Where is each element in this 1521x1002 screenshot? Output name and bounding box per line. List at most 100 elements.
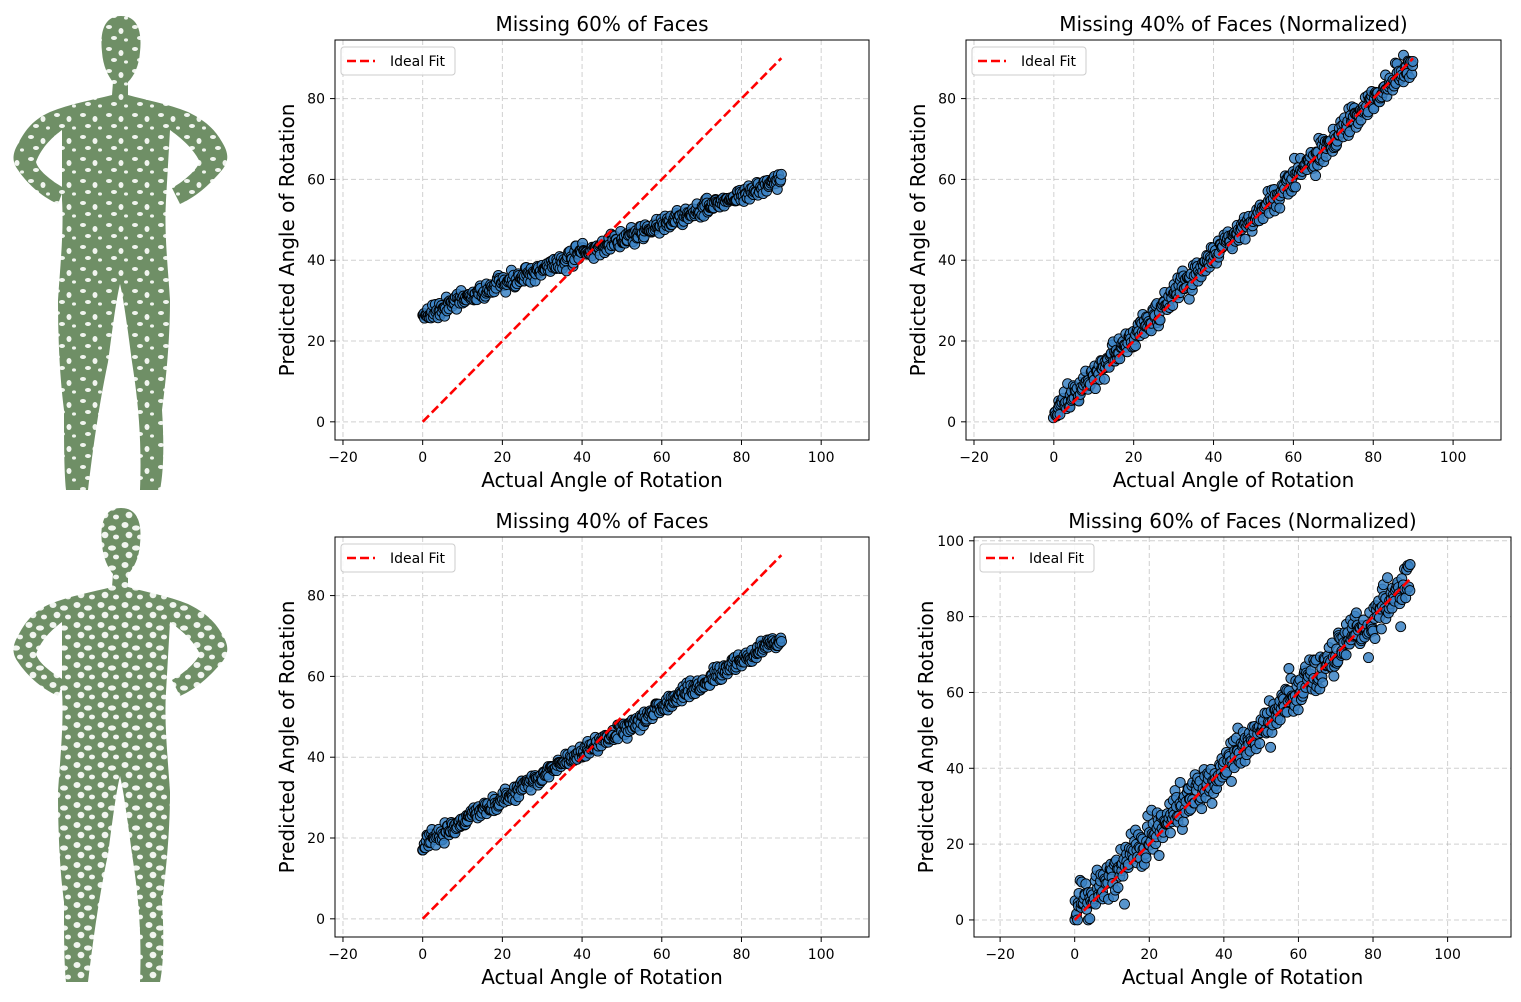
- x-tick-label: 0: [418, 947, 427, 963]
- scatter-point: [1206, 797, 1218, 809]
- chart-title: Missing 40% of Faces (Normalized): [1059, 12, 1407, 36]
- x-tick-label: −20: [328, 450, 358, 466]
- x-tick-label: 60: [653, 947, 671, 963]
- y-tick-label: 80: [307, 589, 325, 605]
- ideal-fit-line: [421, 57, 783, 423]
- scatter-point: [1292, 704, 1304, 716]
- scatter-point: [1363, 652, 1374, 664]
- y-tick-label: 20: [307, 334, 325, 350]
- y-tick-label: 40: [938, 253, 956, 269]
- scatter-point: [1153, 850, 1165, 861]
- x-tick-label: 100: [808, 947, 835, 963]
- y-tick-label: 40: [946, 761, 964, 777]
- y-tick-label: 60: [938, 172, 956, 188]
- x-tick-label: 80: [733, 947, 751, 963]
- legend-label: Ideal Fit: [390, 54, 445, 70]
- x-axis-label: Actual Angle of Rotation: [1122, 965, 1364, 989]
- chart-missing-60-faces: Missing 60% of Faces −20 0 20 40 60 80 100 0 20 40…: [275, 12, 870, 492]
- axes-frame: [334, 536, 870, 938]
- scatter-point: [1404, 559, 1416, 570]
- chart-title: Missing 60% of Faces: [495, 12, 708, 36]
- axes-frame: [334, 39, 870, 441]
- scatter-series: [1069, 559, 1416, 926]
- chart-title: Missing 40% of Faces: [495, 509, 708, 533]
- legend-box: [340, 543, 456, 573]
- x-axis-label: Actual Angle of Rotation: [1113, 468, 1355, 492]
- x-tick-label: 100: [808, 450, 835, 466]
- y-tick-label: 20: [307, 831, 325, 847]
- scatter-point: [1375, 623, 1387, 635]
- y-tick-label: 40: [307, 253, 325, 269]
- scatter-point: [1089, 383, 1101, 395]
- human-mesh-figure-top: [13, 16, 228, 490]
- grid: [966, 40, 1501, 440]
- scatter-point: [1290, 181, 1301, 193]
- y-tick-label: 60: [307, 669, 325, 685]
- y-axis-label: Predicted Angle of Rotation: [275, 104, 299, 377]
- x-tick-label: −20: [985, 947, 1015, 963]
- scatter-point: [1254, 738, 1266, 749]
- scatter-point: [1174, 776, 1186, 788]
- x-tick-label: 80: [1364, 450, 1382, 466]
- x-axis-label: Actual Angle of Rotation: [481, 468, 723, 492]
- scatter-point: [1225, 775, 1237, 787]
- scatter-point: [1382, 572, 1393, 584]
- chart-missing-40-faces-normalized: Missing 40% of Faces (Normalized) −20 0 20 4…: [906, 12, 1502, 492]
- scatter-point: [1328, 670, 1340, 682]
- y-tick-label: 80: [946, 610, 964, 626]
- x-tick-label: 20: [493, 947, 511, 963]
- y-axis-label: Predicted Angle of Rotation: [914, 601, 938, 874]
- scatter-point: [1274, 202, 1286, 214]
- x-tick-label: 40: [573, 450, 591, 466]
- scatter-point: [1340, 649, 1352, 661]
- legend: Ideal Fit: [979, 543, 1095, 573]
- y-tick-label: 100: [937, 534, 964, 550]
- legend: Ideal Fit: [340, 543, 456, 573]
- scatter-point: [438, 837, 450, 849]
- y-tick-label: 0: [955, 913, 964, 929]
- chart-missing-60-faces-normalized: Missing 60% of Faces (Normalized) −20 0 20 4…: [914, 509, 1512, 989]
- x-tick-label: 20: [1140, 947, 1158, 963]
- y-tick-label: 20: [938, 334, 956, 350]
- x-tick-label: 40: [573, 947, 591, 963]
- y-tick-label: 80: [307, 92, 325, 108]
- scatter-point: [1407, 55, 1419, 67]
- scatter-point: [1239, 233, 1251, 245]
- legend-box: [971, 46, 1087, 76]
- ideal-fit-line: [421, 554, 783, 920]
- legend-box: [340, 46, 456, 76]
- legend-box: [979, 543, 1095, 573]
- ideal-fit-line: [1073, 577, 1412, 921]
- x-tick-label: 20: [493, 450, 511, 466]
- scatter-point: [1350, 607, 1362, 619]
- x-tick-label: −20: [328, 947, 358, 963]
- y-tick-label: 0: [316, 415, 325, 431]
- scatter-point: [1072, 914, 1083, 926]
- scatter-series: [417, 168, 787, 324]
- legend: Ideal Fit: [971, 46, 1087, 76]
- x-tick-label: 80: [733, 450, 751, 466]
- y-tick-label: 60: [946, 685, 964, 701]
- scatter-point: [1369, 633, 1381, 644]
- y-tick-label: 40: [307, 750, 325, 766]
- y-tick-label: 0: [947, 415, 956, 431]
- human-mesh-figure-bottom: [13, 508, 228, 982]
- scatter-point: [1119, 898, 1130, 910]
- scatter-point: [1274, 714, 1286, 726]
- x-tick-label: 0: [1070, 947, 1079, 963]
- axes-frame: [973, 536, 1512, 938]
- y-tick-label: 0: [316, 912, 325, 928]
- scatter-point: [1177, 816, 1189, 828]
- x-tick-label: 100: [1434, 947, 1461, 963]
- human-mesh-silhouette: [13, 16, 228, 490]
- x-tick-label: −20: [959, 450, 989, 466]
- scatter-point: [1404, 585, 1416, 597]
- scatter-point: [775, 168, 787, 180]
- x-tick-label: 20: [1125, 450, 1143, 466]
- scatter-series: [417, 632, 787, 856]
- human-mesh-silhouette: [13, 508, 228, 982]
- legend: Ideal Fit: [340, 46, 456, 76]
- scatter-point: [1084, 913, 1096, 925]
- scatter-point: [1283, 663, 1295, 674]
- x-tick-label: 60: [1290, 947, 1308, 963]
